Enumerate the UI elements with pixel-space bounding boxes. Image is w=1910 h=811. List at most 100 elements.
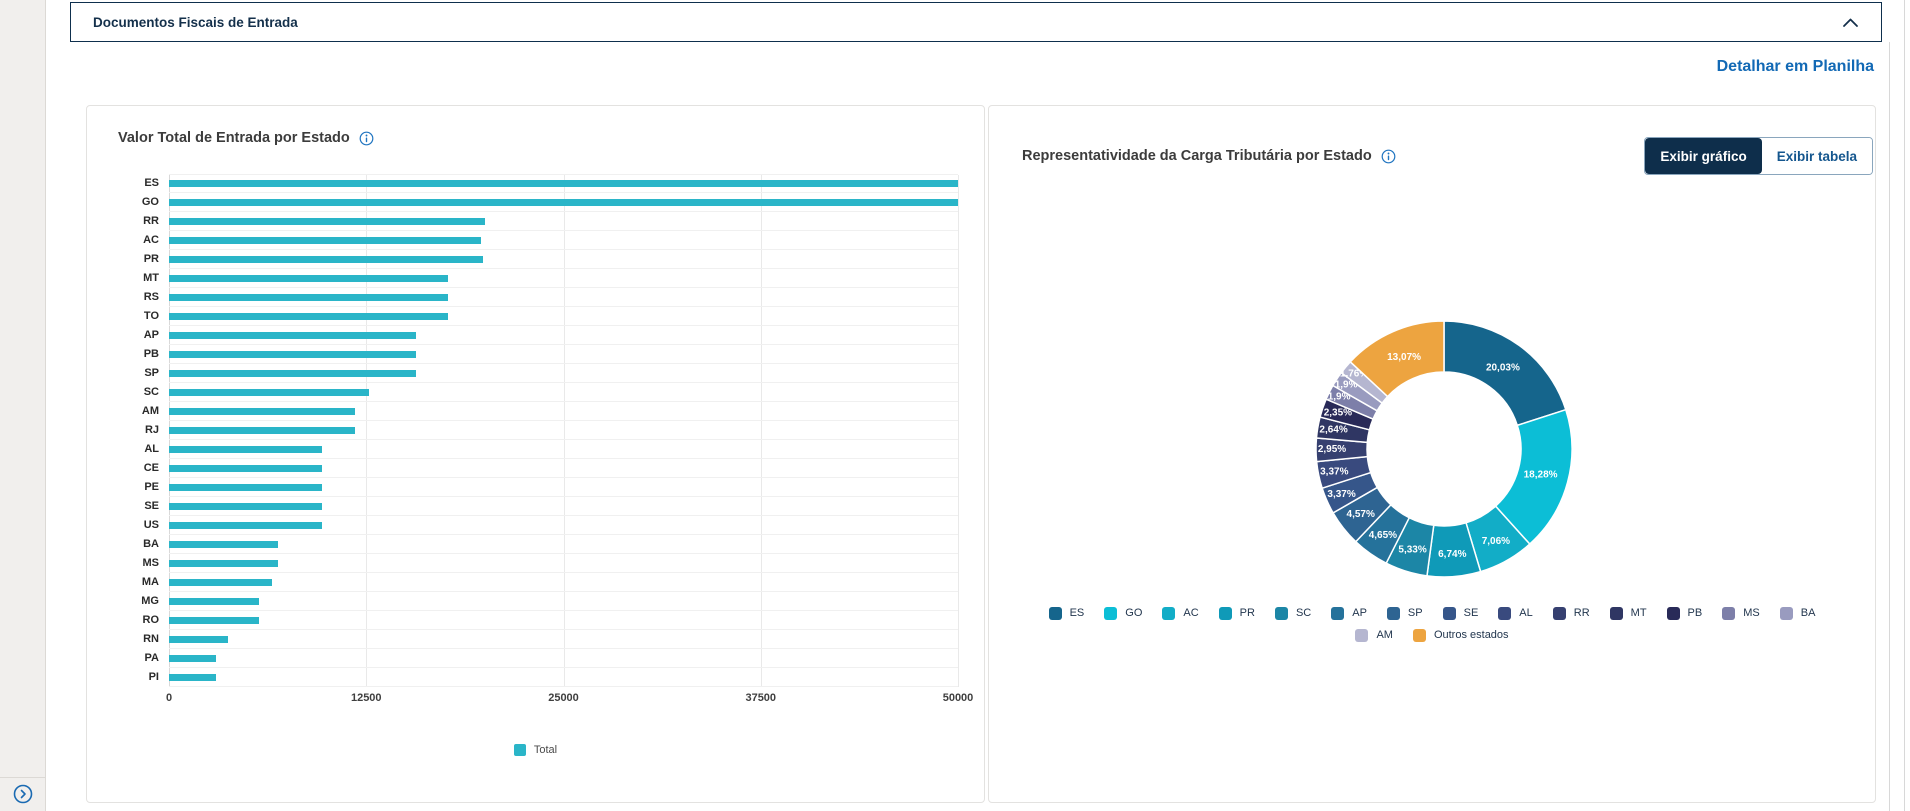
bar-mt[interactable] (169, 275, 449, 282)
bar-sp[interactable] (169, 370, 416, 377)
bar-am[interactable] (169, 408, 356, 415)
legend-item-pb[interactable]: PB (1666, 603, 1703, 623)
bar-ba[interactable] (169, 541, 278, 548)
legend-item-se[interactable]: SE (1442, 603, 1479, 623)
detail-in-spreadsheet-link[interactable]: Detalhar em Planilha (1716, 58, 1874, 75)
donut-slice-value-label: 18,28% (1524, 470, 1558, 481)
bar-pi[interactable] (169, 674, 216, 681)
collapse-section-button[interactable] (1842, 17, 1859, 28)
info-button[interactable] (1381, 149, 1396, 164)
bar-ma[interactable] (169, 579, 272, 586)
donut-slice-value-label: 3,37% (1327, 489, 1355, 500)
legend-swatch (1331, 606, 1345, 620)
donut-slice-outros-estados[interactable] (1349, 320, 1445, 398)
bar-ms[interactable] (169, 560, 278, 567)
bar-ce[interactable] (169, 465, 323, 472)
bar-rs[interactable] (169, 294, 449, 301)
legend-item-go[interactable]: GO (1104, 603, 1142, 623)
bar-es[interactable] (169, 180, 958, 187)
bar-rn[interactable] (169, 636, 229, 643)
bar-pe[interactable] (169, 484, 323, 491)
bar-category-label: MA (141, 576, 159, 588)
legend-swatch (1722, 606, 1736, 620)
bar-ac[interactable] (169, 237, 482, 244)
legend-swatch (1609, 606, 1623, 620)
donut-slice-value-label: 3,37% (1320, 466, 1348, 477)
bar-rj[interactable] (169, 427, 356, 434)
bar-mg[interactable] (169, 598, 259, 605)
bar-ro[interactable] (169, 617, 259, 624)
bar-row: PE (115, 478, 958, 497)
bar-go[interactable] (169, 199, 958, 206)
legend-item-sc[interactable]: SC (1274, 603, 1311, 623)
bar-rr[interactable] (169, 218, 485, 225)
bar-row: RS (115, 288, 958, 307)
donut-chart-header: Representatividade da Carga Tributária p… (1022, 148, 1396, 164)
donut-chart-card: Representatividade da Carga Tributária p… (988, 105, 1876, 803)
show-table-button[interactable]: Exibir tabela (1761, 138, 1872, 174)
donut-slice-value-label: 1,9% (1328, 392, 1351, 403)
bar-track (169, 269, 958, 288)
legend-item-ba[interactable]: BA (1779, 603, 1815, 623)
legend-item-sp[interactable]: SP (1386, 603, 1423, 623)
page-right-divider (1904, 0, 1905, 811)
legend-swatch (1355, 628, 1369, 642)
info-button[interactable] (359, 131, 374, 146)
bar-row: MG (115, 592, 958, 611)
donut-chart-title: Representatividade da Carga Tributária p… (1022, 148, 1372, 164)
bar-pb[interactable] (169, 351, 416, 358)
legend-item-outros-estados[interactable]: Outros estados (1412, 625, 1509, 645)
donut-chart: 20,03% 18,28% 7,06% 6,74% 5,33%4,65% 4,57% 3,3… (1315, 320, 1573, 578)
bar-se[interactable] (169, 503, 323, 510)
legend-item-es[interactable]: ES (1048, 603, 1084, 623)
donut-slice-value-label: 6,74% (1438, 549, 1466, 560)
x-axis: 0 12500 25000 37500 50000 (166, 692, 973, 708)
bar-track (169, 174, 958, 193)
donut-slice-value-label: 1,9% (1335, 380, 1358, 391)
bar-track (169, 212, 958, 231)
bar-category-label: RO (142, 614, 160, 626)
show-chart-button[interactable]: Exibir gráfico (1645, 138, 1762, 174)
legend-swatch (1666, 606, 1680, 620)
bar-row: AM (115, 402, 958, 421)
bar-pa[interactable] (169, 655, 217, 662)
bar-al[interactable] (169, 446, 323, 453)
bar-us[interactable] (169, 522, 323, 529)
legend-item-label: PB (1687, 607, 1703, 619)
bar-row: AC (115, 231, 958, 250)
bar-track (169, 288, 958, 307)
donut-slice-value-label: 20,03% (1486, 363, 1520, 374)
expand-sidebar-button[interactable] (12, 783, 34, 805)
bar-sc[interactable] (169, 389, 369, 396)
bar-category-label: AM (141, 405, 159, 417)
legend-label: Total (533, 744, 558, 756)
bar-category-label: RJ (144, 424, 159, 436)
legend-swatch (1048, 606, 1062, 620)
legend-item-ac[interactable]: AC (1162, 603, 1199, 623)
legend-item-pr[interactable]: PR (1218, 603, 1255, 623)
legend-item-am[interactable]: AM (1355, 625, 1393, 645)
bar-category-label: RS (143, 291, 159, 303)
legend-swatch (1779, 606, 1793, 620)
bar-track (169, 554, 958, 573)
bar-row: RJ (115, 421, 958, 440)
legend-item-al[interactable]: AL (1498, 603, 1533, 623)
legend-item-ms[interactable]: MS (1722, 603, 1760, 623)
bar-to[interactable] (169, 313, 449, 320)
panel-right-divider (1889, 42, 1890, 811)
accordion-header[interactable]: Documentos Fiscais de Entrada (70, 2, 1882, 42)
legend-item-mt[interactable]: MT (1609, 603, 1647, 623)
legend-swatch (1442, 606, 1456, 620)
bar-track (169, 573, 958, 592)
bar-pr[interactable] (169, 256, 484, 263)
bar-track (169, 668, 958, 687)
legend-item-label: SP (1407, 607, 1423, 619)
bar-ap[interactable] (169, 332, 416, 339)
donut-slice-value-label: 4,57% (1347, 509, 1375, 520)
legend-item-rr[interactable]: RR (1552, 603, 1590, 623)
bar-category-label: PA (144, 652, 159, 664)
bar-category-label: MS (142, 557, 160, 569)
legend-item-label: SE (1463, 607, 1479, 619)
legend-item-ap[interactable]: AP (1331, 603, 1367, 623)
bar-chart-title: Valor Total de Entrada por Estado (118, 130, 350, 146)
